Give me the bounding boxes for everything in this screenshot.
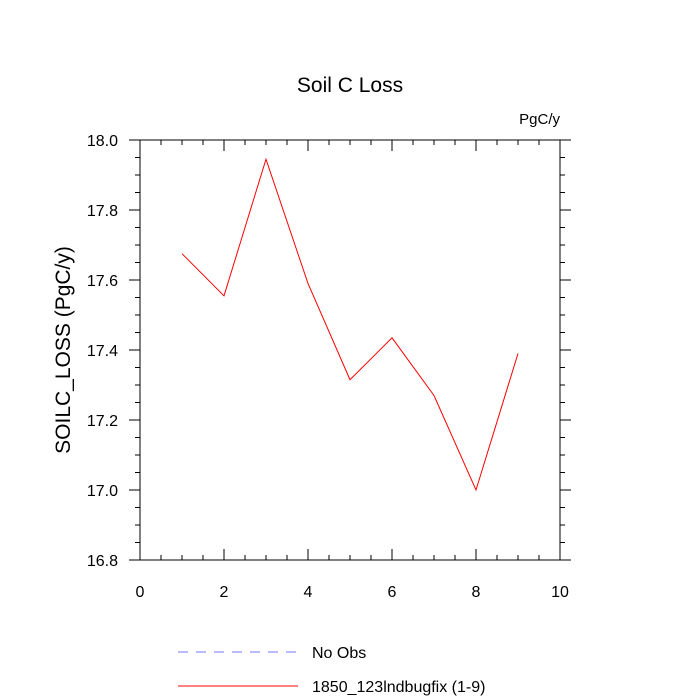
y-tick-label: 16.8 (87, 553, 118, 570)
y-tick-label: 17.6 (87, 273, 118, 290)
chart-title: Soil C Loss (297, 74, 403, 97)
x-tick-label: 4 (304, 584, 313, 601)
series-layer (181, 157, 519, 492)
legend-label: 1850_123lndbugfix (1-9) (312, 679, 485, 696)
axis-ticks (129, 139, 571, 561)
y-tick-label: 17.2 (87, 413, 118, 430)
y-tick-label: 17.0 (87, 483, 118, 500)
tick-labels: 0 2 4 6 8 10 16.8 17.0 17.2 17.4 17.6 17.8 18.0 (87, 133, 569, 601)
y-tick-label: 17.4 (87, 343, 118, 360)
x-tick-label: 10 (551, 584, 569, 601)
x-tick-label: 6 (388, 584, 397, 601)
y-axis-label: SOILC_LOSS (PgC/y) (52, 246, 75, 454)
y-tick-label: 17.8 (87, 203, 118, 220)
legend-label: No Obs (312, 645, 366, 662)
x-tick-label: 8 (472, 584, 481, 601)
plot-frame (139, 139, 561, 561)
legend: No Obs 1850_123lndbugfix (1-9) (178, 645, 485, 696)
x-tick-label: 2 (220, 584, 229, 601)
x-tick-label: 0 (136, 584, 145, 601)
y-tick-label: 18.0 (87, 133, 118, 150)
series-line (181, 157, 519, 492)
units-label: PgC/y (519, 111, 560, 128)
